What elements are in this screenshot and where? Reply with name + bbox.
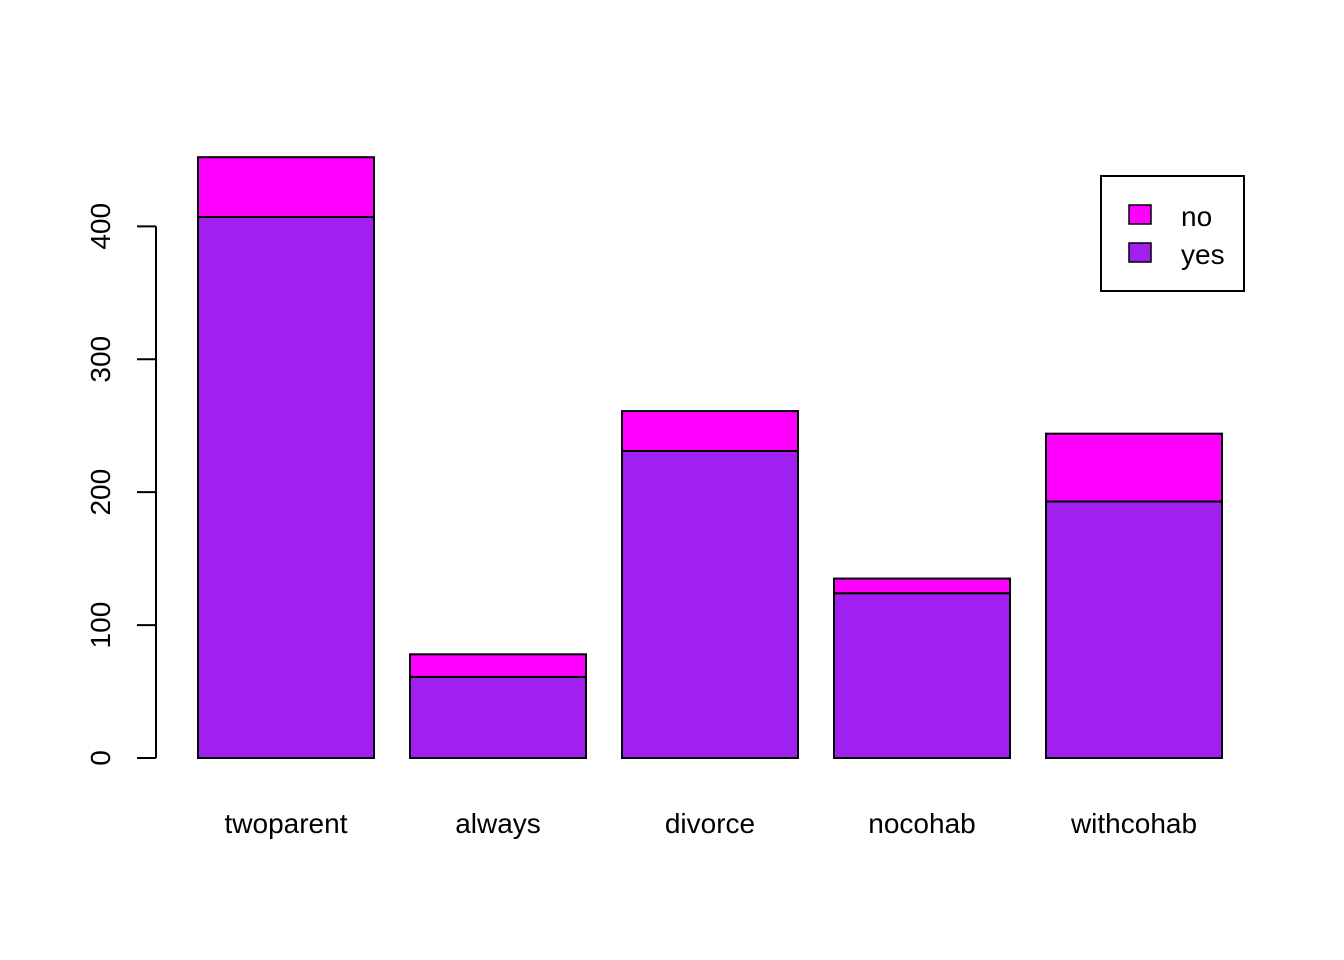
bar-always-yes [409,675,587,760]
y-tick-label-400: 400 [85,203,116,250]
category-label-always: always [455,808,541,839]
legend-swatch-yes [1128,242,1152,263]
bars-group [197,156,1223,760]
y-tick-label-100: 100 [85,602,116,649]
legend-swatch-no [1128,204,1152,225]
y-tick-label-0: 0 [85,750,116,766]
bar-withcohab-no [1045,432,1223,503]
bar-twoparent-yes [197,216,375,759]
bar-nocohab-no [833,577,1011,595]
category-label-twoparent: twoparent [225,808,348,839]
legend: no yes [1100,175,1245,292]
bar-always-no [409,653,587,678]
bar-nocohab-yes [833,592,1011,759]
y-axis: 0 100 200 300 400 [85,203,157,766]
legend-box [1100,175,1245,292]
bar-divorce-no [621,410,799,452]
bar-twoparent-no [197,156,375,219]
x-axis-labels: twoparent always divorce nocohab withcohab [225,808,1198,839]
y-tick-label-200: 200 [85,469,116,516]
bar-divorce-yes [621,449,799,759]
bar-withcohab-yes [1045,500,1223,759]
y-tick-label-300: 300 [85,336,116,383]
category-label-withcohab: withcohab [1070,808,1197,839]
category-label-nocohab: nocohab [868,808,975,839]
legend-label-yes: yes [1181,239,1225,270]
category-label-divorce: divorce [665,808,755,839]
legend-label-no: no [1181,201,1212,232]
